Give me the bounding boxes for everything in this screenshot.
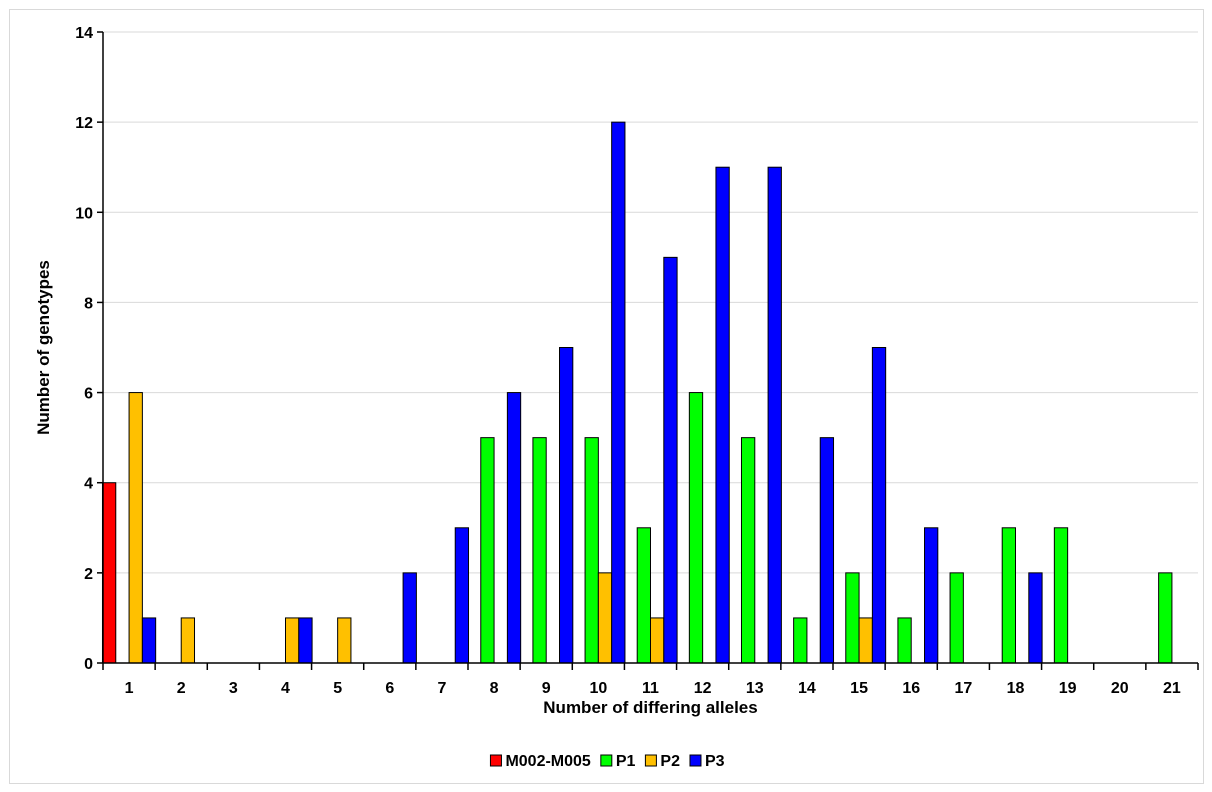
bar-m002-m005-1 <box>101 482 117 664</box>
legend-swatch <box>644 754 657 767</box>
bar-p3-10 <box>611 121 626 664</box>
y-axis-title: Number of genotypes <box>34 260 53 435</box>
x-tick-label: 8 <box>490 680 499 697</box>
x-tick-label: 13 <box>746 680 764 697</box>
axes <box>97 31 1199 670</box>
x-tick-label: 10 <box>589 680 607 697</box>
x-tick-label: 5 <box>333 680 342 697</box>
bar-p1-9 <box>532 437 547 664</box>
x-tick-label: 14 <box>798 680 816 697</box>
bar-p1-12 <box>688 392 704 664</box>
bar-p1-19 <box>1053 527 1069 664</box>
bar-p3-13 <box>767 166 782 664</box>
x-tick-label: 3 <box>229 680 238 697</box>
bars <box>101 121 1173 664</box>
y-tick-label: 12 <box>75 115 93 132</box>
x-tick-label: 21 <box>1163 680 1181 697</box>
legend: M002-M005 P1 P2 P3 <box>489 753 725 770</box>
y-tick-label: 8 <box>84 295 93 312</box>
x-axis-title: Number of differing alleles <box>543 698 757 717</box>
bar-p2-1 <box>128 392 143 664</box>
y-tick-label: 0 <box>84 656 93 673</box>
bar-p3-4 <box>298 617 313 664</box>
x-tick-label: 1 <box>125 680 134 697</box>
bar-p2-11 <box>650 617 665 664</box>
legend-swatch <box>600 754 613 767</box>
bar-p1-10 <box>584 437 599 664</box>
gridlines <box>103 31 1198 574</box>
bar-p1-11 <box>636 527 652 664</box>
bar-p1-14 <box>793 617 808 664</box>
x-tick-label: 6 <box>385 680 394 697</box>
y-tick-label: 14 <box>75 25 93 42</box>
x-tick-label: 11 <box>642 680 659 697</box>
x-tick-label: 20 <box>1111 680 1129 697</box>
bar-p3-9 <box>559 347 574 664</box>
y-tick-label: 2 <box>84 566 93 583</box>
bar-p3-14 <box>819 437 835 664</box>
y-tick-label: 4 <box>84 476 93 493</box>
x-tick-label: 17 <box>954 680 972 697</box>
legend-label: M002-M005 <box>505 753 590 770</box>
bar-p1-21 <box>1158 572 1173 664</box>
legend-label: P3 <box>705 753 725 770</box>
x-tick-label: 2 <box>177 680 186 697</box>
legend-label: P1 <box>616 753 636 770</box>
x-tick-label: 16 <box>902 680 920 697</box>
x-tick-label: 19 <box>1059 680 1077 697</box>
bar-p3-11 <box>663 256 678 664</box>
x-tick-label: 4 <box>281 680 290 697</box>
bar-p2-4 <box>285 617 300 664</box>
legend-swatch <box>689 754 702 767</box>
bar-p1-17 <box>949 572 964 664</box>
bar-p1-18 <box>1001 527 1017 664</box>
bar-p3-7 <box>454 527 470 664</box>
x-tick-label: 15 <box>850 680 868 697</box>
legend-label: P2 <box>660 753 680 770</box>
legend-swatch <box>489 754 502 767</box>
y-tick-label: 6 <box>84 386 93 403</box>
bar-p3-16 <box>924 527 939 664</box>
bar-p1-16 <box>897 617 912 664</box>
bar-p1-8 <box>480 437 495 664</box>
y-tick-label: 10 <box>75 205 93 222</box>
bar-p2-5 <box>337 617 352 664</box>
bar-p3-1 <box>141 617 157 664</box>
bar-p2-10 <box>597 572 613 664</box>
bar-p1-13 <box>740 437 756 664</box>
bar-p2-15 <box>858 617 873 664</box>
bar-p3-15 <box>871 347 887 664</box>
x-tick-labels: 1 2 3 4 5 6 7 8 9 10 11 12 13 14 15 16 17 18 19 20 21 <box>125 680 1181 697</box>
bar-p3-12 <box>715 166 730 664</box>
bar-p3-8 <box>506 392 522 664</box>
x-tick-label: 18 <box>1007 680 1025 697</box>
chart-frame: 0 2 4 6 8 10 12 14 1 2 3 4 5 6 7 8 9 10 11 12 13 14 15 16 17 18 1… <box>9 9 1204 784</box>
x-tick-label: 9 <box>542 680 551 697</box>
x-tick-label: 7 <box>437 680 446 697</box>
y-tick-labels: 0 2 4 6 8 10 12 14 <box>75 25 93 673</box>
bar-p3-18 <box>1028 572 1043 664</box>
bar-p3-6 <box>402 572 417 664</box>
bar-p1-15 <box>845 572 860 664</box>
bar-p2-2 <box>180 617 196 664</box>
x-tick-label: 12 <box>694 680 712 697</box>
